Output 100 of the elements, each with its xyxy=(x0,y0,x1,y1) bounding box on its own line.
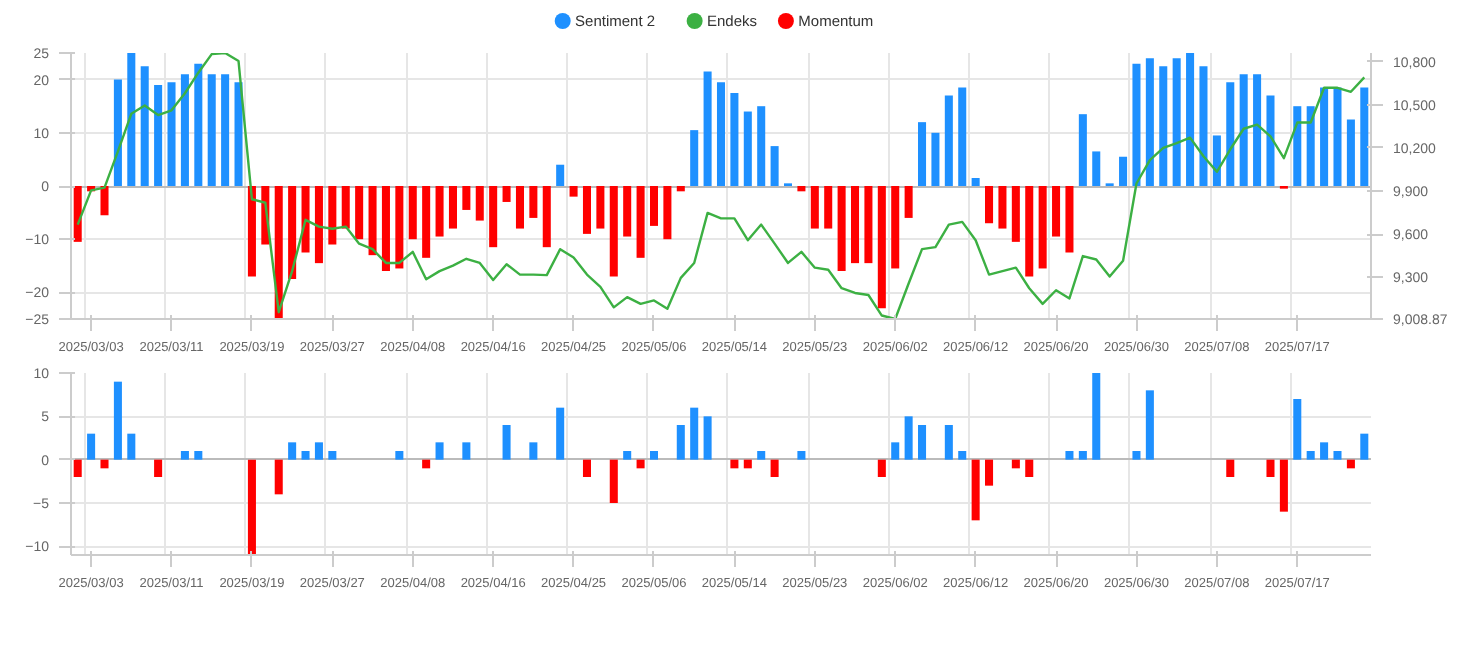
bar xyxy=(1253,74,1262,186)
bar xyxy=(824,186,833,229)
bar xyxy=(851,186,860,264)
bar xyxy=(985,459,994,486)
bar xyxy=(797,451,806,460)
bar xyxy=(596,186,605,229)
bar xyxy=(422,186,431,258)
bar xyxy=(1132,63,1141,186)
bar xyxy=(355,186,364,240)
bar xyxy=(1266,459,1275,477)
bar xyxy=(462,442,471,460)
bar xyxy=(1119,156,1128,186)
bar xyxy=(435,442,444,460)
bar xyxy=(127,53,136,186)
bar xyxy=(904,416,913,460)
bar xyxy=(395,451,404,460)
bar xyxy=(113,381,122,460)
bar xyxy=(234,82,243,186)
bar xyxy=(381,186,390,272)
bar xyxy=(649,186,659,226)
bar xyxy=(1145,390,1154,460)
bar xyxy=(1065,186,1074,253)
bar xyxy=(958,87,967,186)
bar xyxy=(569,186,578,197)
bar xyxy=(1025,186,1034,277)
bar xyxy=(636,459,645,469)
bar xyxy=(716,82,726,186)
bar xyxy=(1266,95,1275,186)
bar xyxy=(703,71,712,186)
bar xyxy=(154,84,163,186)
bar xyxy=(770,459,779,477)
bar xyxy=(529,442,538,460)
bar xyxy=(1320,87,1329,186)
bar xyxy=(877,186,886,309)
bar xyxy=(87,433,96,460)
bar xyxy=(904,186,913,218)
bar xyxy=(609,459,618,503)
bar xyxy=(1333,451,1342,460)
bar xyxy=(127,433,136,460)
bar xyxy=(113,79,122,186)
bar xyxy=(1212,135,1221,186)
bar xyxy=(100,186,109,216)
bar xyxy=(1025,459,1034,477)
bar xyxy=(1346,119,1355,186)
bar xyxy=(1092,373,1101,460)
bar xyxy=(1239,74,1248,186)
bar xyxy=(556,164,565,186)
bar xyxy=(663,186,672,240)
bar xyxy=(341,186,350,229)
bar xyxy=(314,186,323,264)
bar xyxy=(757,106,766,186)
bar xyxy=(690,130,699,186)
bar xyxy=(422,459,431,469)
bar xyxy=(1293,106,1302,186)
bar xyxy=(154,459,163,477)
bar xyxy=(944,95,953,186)
bar xyxy=(649,451,659,460)
bar xyxy=(918,425,927,460)
bar xyxy=(180,74,189,186)
bar xyxy=(971,459,980,521)
bar xyxy=(690,407,699,460)
bar xyxy=(582,459,591,477)
bar xyxy=(757,451,766,460)
bar xyxy=(1159,66,1168,186)
bar xyxy=(1293,399,1302,460)
bar xyxy=(609,186,618,277)
bar xyxy=(167,82,176,186)
bar xyxy=(730,92,739,186)
bar xyxy=(1360,433,1369,460)
bar xyxy=(797,186,806,192)
bar xyxy=(73,186,82,242)
bar xyxy=(247,186,256,277)
bar xyxy=(221,74,230,186)
bar xyxy=(301,186,310,253)
bar xyxy=(194,451,203,460)
bar xyxy=(502,425,511,460)
bar xyxy=(623,186,632,237)
bar xyxy=(207,74,216,186)
bar xyxy=(1145,58,1154,186)
bar xyxy=(314,442,323,460)
bar xyxy=(582,186,591,234)
bar xyxy=(1011,459,1020,469)
bar xyxy=(274,459,283,495)
bar xyxy=(1186,53,1195,186)
bar xyxy=(743,459,752,469)
bar xyxy=(1226,459,1235,477)
bar xyxy=(288,186,297,280)
bar xyxy=(475,186,484,221)
bar xyxy=(395,186,404,269)
bar xyxy=(1078,114,1087,186)
bar xyxy=(877,459,886,477)
bar xyxy=(140,66,149,186)
bar xyxy=(502,186,511,202)
bar xyxy=(556,407,565,460)
bar xyxy=(703,416,712,460)
bar xyxy=(1078,451,1087,460)
bar xyxy=(1320,442,1329,460)
bar xyxy=(676,425,685,460)
bar xyxy=(529,186,538,218)
bar xyxy=(1172,58,1181,186)
